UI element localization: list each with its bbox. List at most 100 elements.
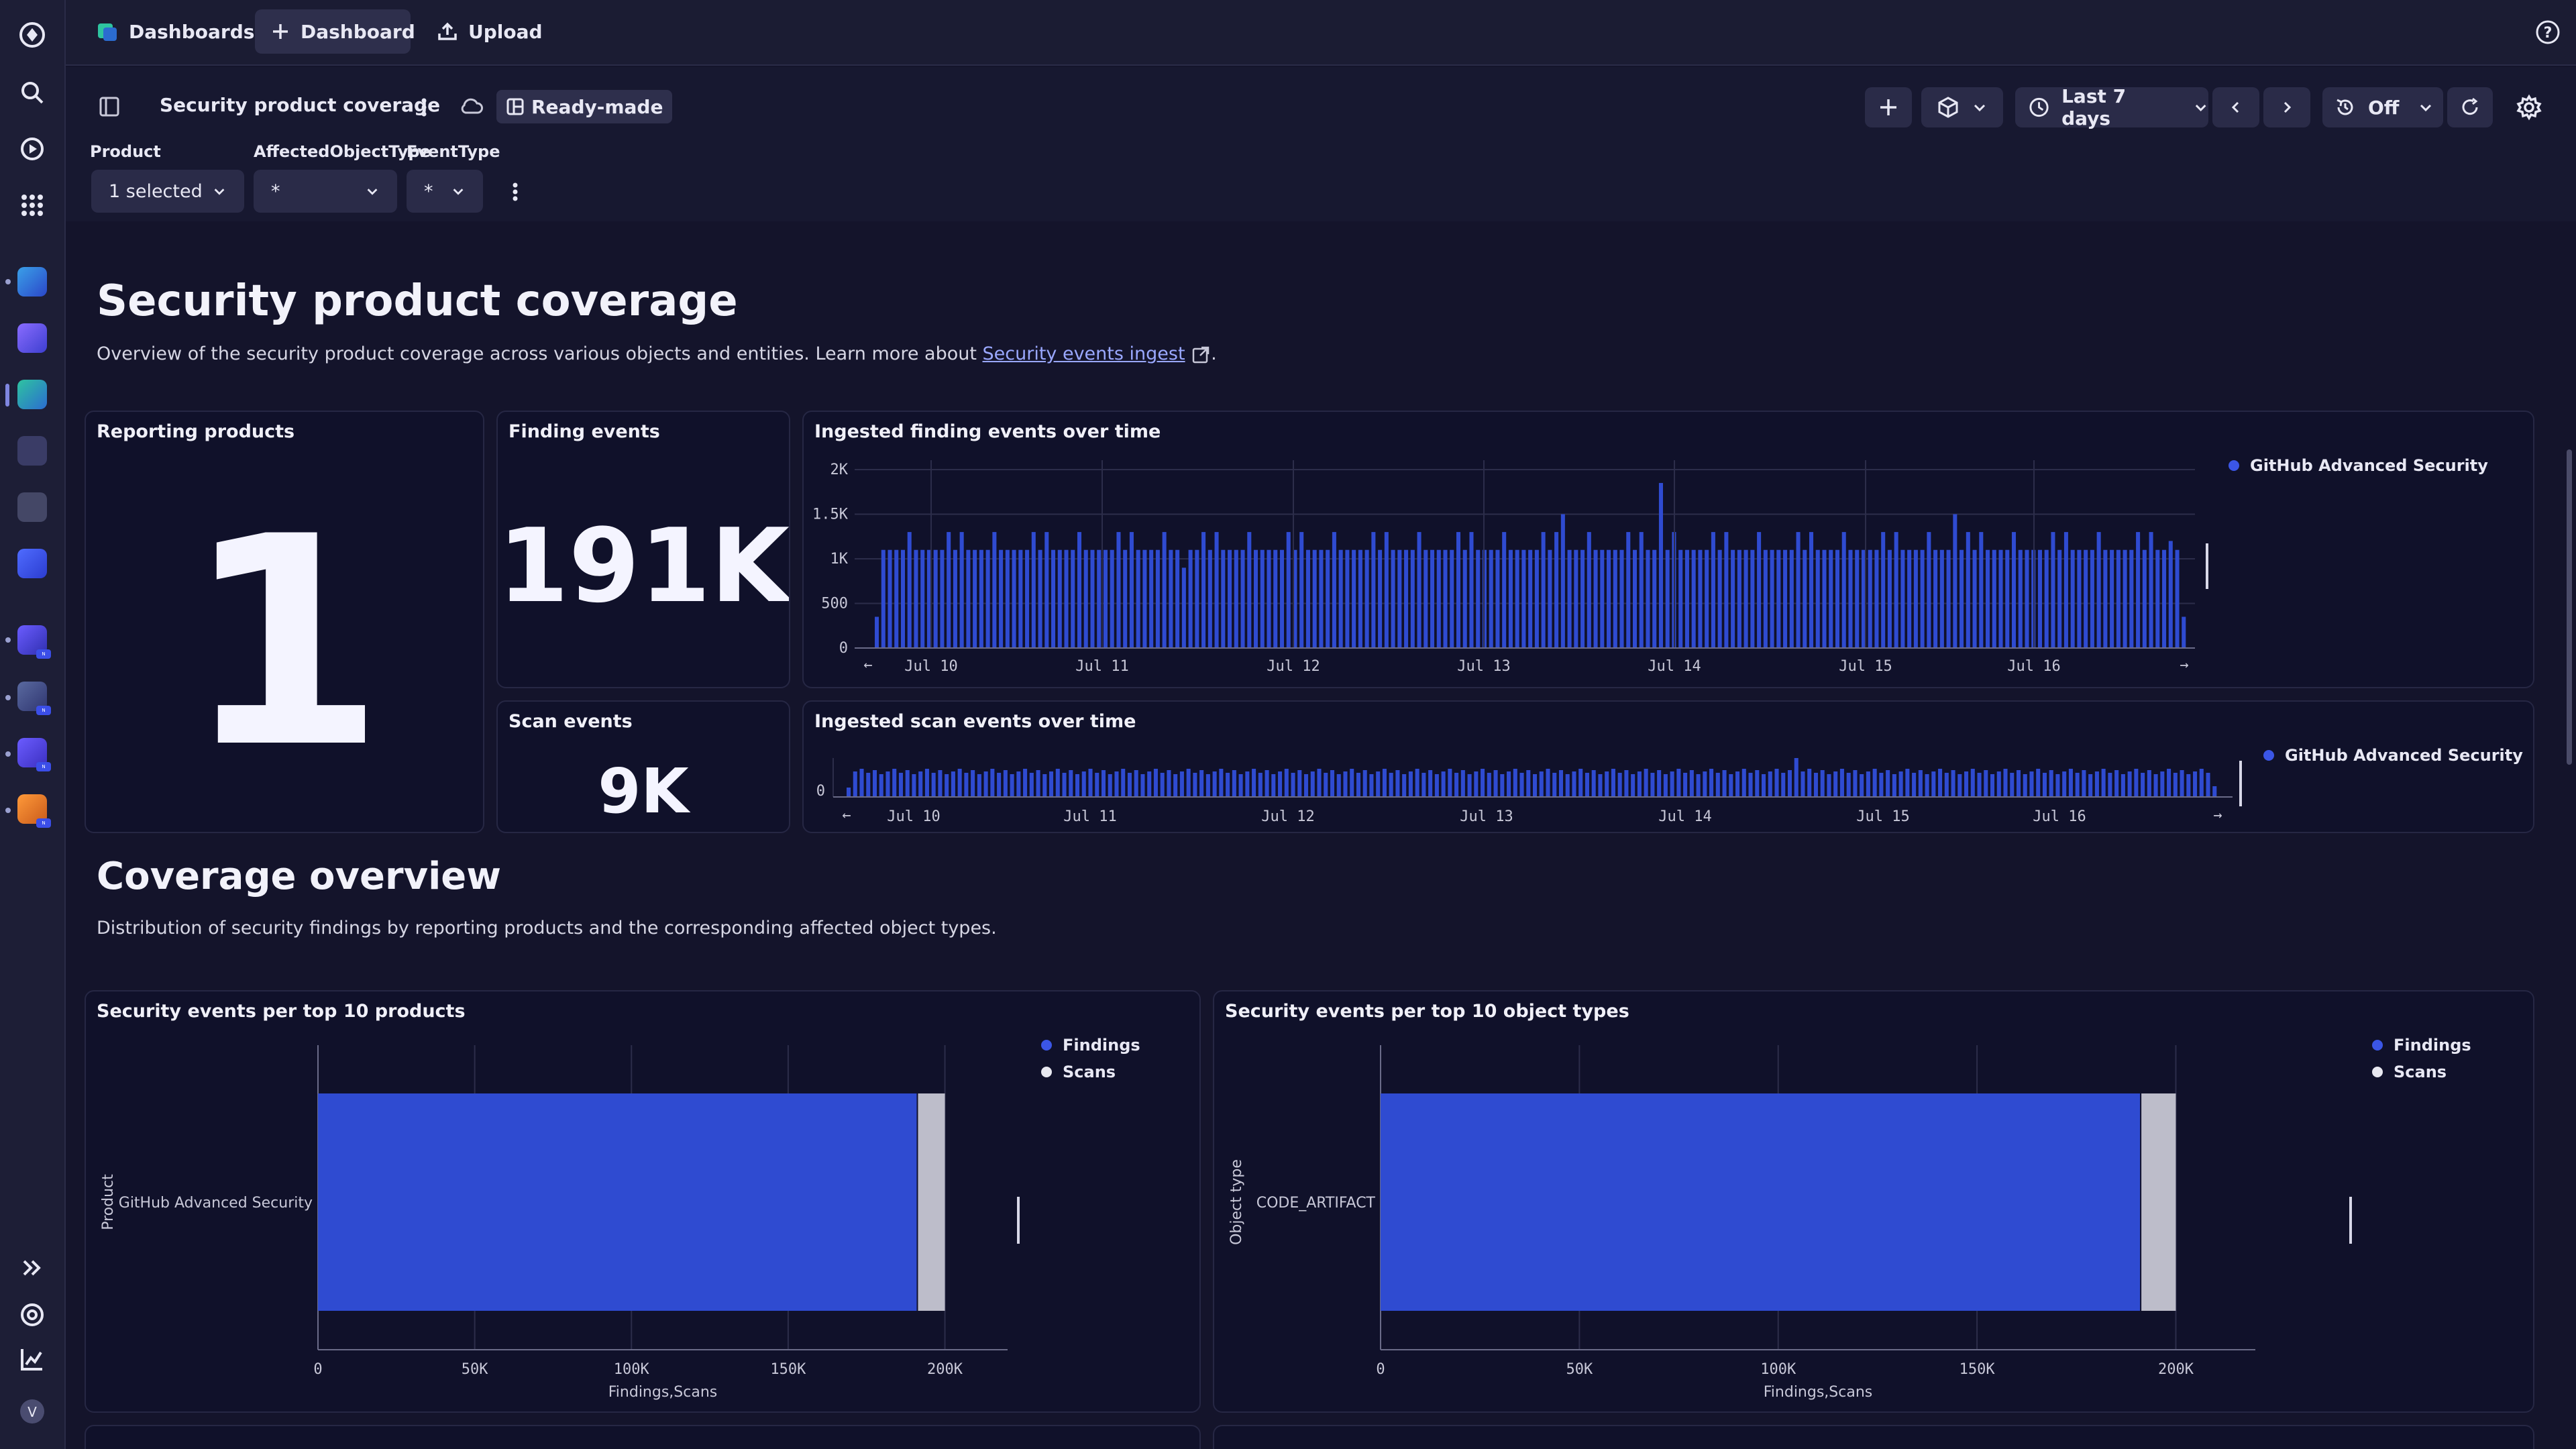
bar: [1717, 549, 1722, 648]
bar: [1042, 774, 1047, 797]
app-icon-8[interactable]: N: [17, 682, 51, 715]
bar: [1221, 549, 1226, 648]
auto-refresh-selector[interactable]: Off: [2322, 87, 2443, 127]
finding-events-tile[interactable]: Finding events 191K: [496, 411, 790, 688]
page-title: Security product coverage: [97, 276, 738, 326]
app-icon-6[interactable]: [17, 549, 47, 578]
bar: [1894, 532, 1898, 648]
security-events-ingest-link[interactable]: Security events ingest: [982, 343, 1185, 364]
expand-sidebar-icon[interactable]: [15, 1250, 50, 1285]
x-tick-label: Jul 14: [1648, 658, 1701, 675]
new-dashboard-button[interactable]: Dashboard: [255, 9, 415, 54]
findings-over-time-tile[interactable]: Ingested finding events over time 2K 1.5K…: [802, 411, 2534, 688]
product-variable-select[interactable]: 1 selected: [91, 170, 244, 213]
bar: [2023, 774, 2027, 797]
bar: [881, 549, 885, 648]
bar: [1787, 770, 1792, 797]
bar: [1977, 773, 1982, 797]
bar: [1476, 549, 1481, 648]
bar: [1500, 774, 1505, 797]
scans-over-time-tile[interactable]: Ingested scan events over time 0 Jul 10 Ju…: [802, 700, 2534, 833]
app-icon-1[interactable]: [17, 267, 47, 297]
pinned-dot: [5, 808, 11, 813]
bar: [1286, 532, 1291, 648]
next-timeframe-button[interactable]: [2263, 87, 2310, 127]
search-icon[interactable]: [15, 75, 50, 110]
variables-more-icon[interactable]: [507, 180, 523, 204]
app-icon-4[interactable]: [17, 436, 47, 466]
scrollbar[interactable]: [2563, 221, 2576, 1449]
user-avatar-icon[interactable]: V: [15, 1394, 50, 1429]
event-type-select[interactable]: *: [407, 170, 483, 213]
previous-timeframe-button[interactable]: [2212, 87, 2259, 127]
bar: [933, 549, 938, 648]
bar: [1905, 769, 1910, 797]
x-tick-label: 50K: [1566, 1361, 1593, 1378]
bar: [1757, 532, 1762, 648]
legend-item[interactable]: GitHub Advanced Security: [2263, 746, 2523, 765]
help-app-icon[interactable]: [17, 492, 47, 522]
bar: [1129, 532, 1134, 648]
refresh-button[interactable]: [2447, 87, 2493, 127]
events-per-object-type-tile[interactable]: Security events per top 10 object types …: [1213, 990, 2534, 1413]
affected-object-type-select[interactable]: *: [254, 170, 397, 213]
bar: [1626, 532, 1631, 648]
timeframe-selector[interactable]: Last 7 days: [2015, 85, 2208, 129]
tile-title: Finding events: [508, 421, 660, 442]
bar: [1304, 774, 1309, 797]
x-tick-label: Jul 14: [1658, 808, 1711, 825]
bar: [907, 532, 912, 648]
dynatrace-logo-icon[interactable]: [15, 17, 50, 52]
help-icon[interactable]: ?: [2534, 19, 2561, 46]
gear-icon[interactable]: [2516, 94, 2542, 121]
bar: [2082, 770, 2086, 797]
legend-item-scans[interactable]: Scans: [2372, 1063, 2447, 1081]
legend-item[interactable]: GitHub Advanced Security: [2229, 456, 2488, 475]
legend-item-findings[interactable]: Findings: [2372, 1036, 2471, 1055]
app-icon-7[interactable]: N: [17, 625, 51, 659]
bar: [1077, 532, 1082, 648]
bar: [1809, 532, 1814, 648]
bar: [1657, 770, 1662, 797]
bar: [1574, 549, 1578, 648]
usage-chart-icon[interactable]: [15, 1342, 50, 1377]
reporting-products-tile[interactable]: Reporting products 1: [85, 411, 484, 833]
bar: [1913, 549, 1918, 648]
scrollbar-thumb[interactable]: [2567, 449, 2572, 765]
bar: [2136, 532, 2141, 648]
app-icon-9[interactable]: N: [17, 738, 51, 771]
dashboards-nav-button[interactable]: Dashboards: [80, 9, 260, 54]
bar: [1469, 532, 1474, 648]
new-badge: N: [36, 818, 51, 828]
legend-item-findings[interactable]: Findings: [1041, 1036, 1140, 1055]
apps-grid-icon[interactable]: [15, 188, 50, 223]
dashboards-app-icon[interactable]: [17, 380, 47, 409]
sidebar-toggle-icon[interactable]: [98, 95, 121, 118]
scan-events-tile[interactable]: Scan events 9K: [496, 700, 790, 833]
add-tile-button[interactable]: [1865, 87, 1912, 127]
bar: [1421, 773, 1426, 797]
bar: [2018, 549, 2023, 648]
events-per-product-tile[interactable]: Security events per top 10 products 0 50K…: [85, 990, 1201, 1413]
bar: [1310, 771, 1315, 797]
segment-selector-button[interactable]: [1921, 87, 2003, 127]
bar: [985, 549, 990, 648]
more-options-icon[interactable]: [416, 94, 432, 121]
support-icon[interactable]: [15, 1297, 50, 1332]
app-icon-2[interactable]: [17, 323, 47, 353]
new-badge: N: [36, 706, 51, 715]
bar: [1918, 770, 1923, 797]
bar: [2010, 773, 2015, 797]
dashboard-name[interactable]: Security product coverage: [160, 94, 441, 116]
legend-label: Findings: [2394, 1036, 2471, 1055]
y-tick-label: 0: [816, 783, 825, 800]
legend-item-scans[interactable]: Scans: [1041, 1063, 1116, 1081]
bar: [1861, 549, 1866, 648]
event-type-value: *: [424, 180, 433, 202]
app-icon-10[interactable]: N: [17, 794, 51, 828]
bar: [1214, 532, 1219, 648]
davis-icon[interactable]: [15, 131, 50, 166]
bar: [2186, 774, 2191, 797]
bar: [1502, 532, 1507, 648]
upload-button[interactable]: Upload: [421, 9, 569, 54]
